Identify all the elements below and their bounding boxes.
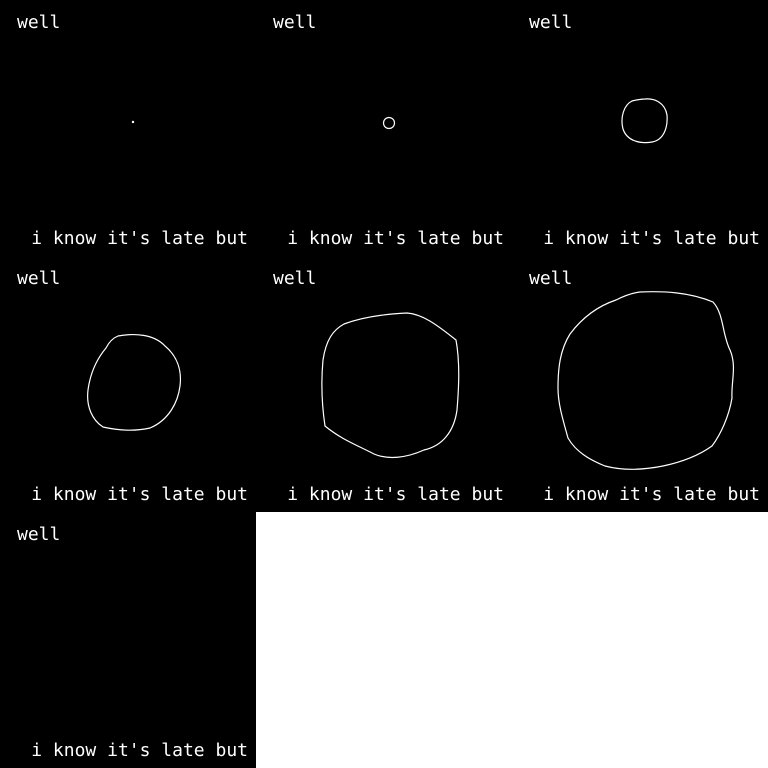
top-caption: well: [529, 12, 573, 33]
bottom-caption: i know it's late but: [543, 484, 760, 505]
top-caption: well: [273, 268, 317, 289]
frame-3: well i know it's late but: [512, 0, 768, 256]
largest-blob-shape: [557, 291, 735, 470]
top-caption: well: [17, 12, 61, 33]
small-circle-shape: [382, 116, 396, 130]
frame-6: well i know it's late but: [512, 256, 768, 512]
dot-shape: [131, 120, 135, 124]
top-caption: well: [529, 268, 573, 289]
medium-blob-shape: [87, 334, 182, 431]
bottom-caption: i know it's late but: [543, 228, 760, 249]
large-blob-shape: [321, 312, 460, 459]
bottom-caption: i know it's late but: [31, 228, 248, 249]
top-caption: well: [273, 12, 317, 33]
bottom-caption: i know it's late but: [31, 740, 248, 761]
bottom-caption: i know it's late but: [287, 484, 504, 505]
circle-shape: [621, 98, 668, 144]
frame-7: well i know it's late but: [0, 512, 256, 768]
frame-5: well i know it's late but: [256, 256, 512, 512]
frame-1: well i know it's late but: [0, 0, 256, 256]
frame-4: well i know it's late but: [0, 256, 256, 512]
top-caption: well: [17, 268, 61, 289]
bottom-caption: i know it's late but: [31, 484, 248, 505]
frame-2: well i know it's late but: [256, 0, 512, 256]
bottom-caption: i know it's late but: [287, 228, 504, 249]
top-caption: well: [17, 524, 61, 545]
